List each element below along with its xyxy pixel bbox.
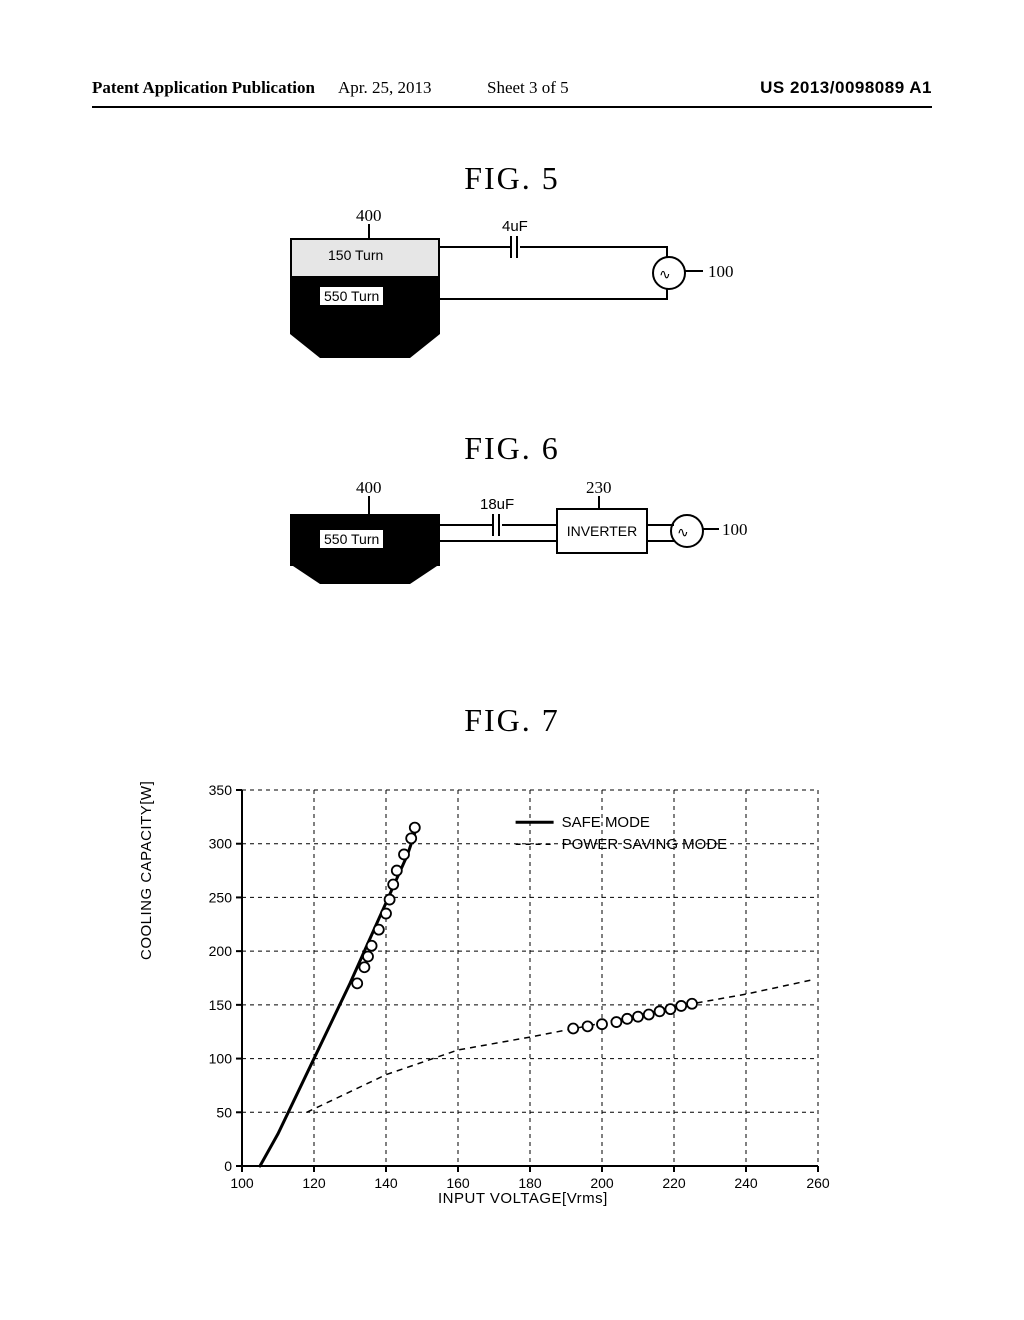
leader-line [368,496,370,516]
figure-7-chart: 100 120 140 160 180 200 220 240 260 0 50 100 150 200 2… [172,780,832,1210]
header-rule [92,106,932,108]
wire [440,246,510,248]
figure-6-title: FIG. 6 [464,430,560,467]
svg-text:220: 220 [662,1175,686,1191]
figure-7-title: FIG. 7 [464,702,560,739]
svg-text:160: 160 [446,1175,470,1191]
svg-text:200: 200 [209,943,233,959]
wire [502,524,556,526]
motor-base [290,334,440,358]
inverter-label: INVERTER [567,523,638,539]
motor-block: 150 Turn 550 Turn [290,238,440,358]
svg-text:150: 150 [209,997,233,1013]
capacitor-value: 4uF [502,218,528,235]
wire [646,540,674,542]
leader-line [703,528,719,530]
coil-550-turn-label: 550 Turn [318,285,385,307]
svg-text:140: 140 [374,1175,398,1191]
svg-text:50: 50 [216,1104,232,1120]
figure-5-title: FIG. 5 [464,160,560,197]
svg-text:SAFE MODE: SAFE MODE [562,814,650,831]
sine-glyph: ∿ [677,524,689,541]
chart-svg: 100 120 140 160 180 200 220 240 260 0 50 100 150 200 2… [172,780,832,1210]
svg-text:260: 260 [806,1175,830,1191]
figure-5-diagram: 400 150 Turn 550 Turn 4uF ∿ 100 [290,218,750,378]
ac-source-icon: ∿ [670,514,704,548]
svg-text:350: 350 [209,782,233,798]
ref-400: 400 [356,478,382,498]
coil-150-turn-label: 150 Turn [324,246,387,264]
sine-glyph: ∿ [659,266,671,283]
wire [440,524,492,526]
capacitor-plate [492,514,494,536]
y-axis-label: COOLING CAPACITY[W] [138,781,155,960]
svg-text:100: 100 [230,1175,254,1191]
ref-100: 100 [722,520,748,540]
page-header: Patent Application Publication Apr. 25, … [0,78,1024,98]
motor-block: 550 Turn [290,514,440,584]
motor-base [290,564,440,584]
coil-550-turn-label: 550 Turn [318,528,385,550]
figure-6-diagram: 400 230 550 Turn 18uF INVERTER ∿ 100 [290,490,770,630]
capacitor-value: 18uF [480,496,514,513]
capacitor-icon [508,236,520,258]
inverter-block: INVERTER [556,508,648,554]
ref-400: 400 [356,206,382,226]
capacitor-plate [516,236,518,258]
svg-text:200: 200 [590,1175,614,1191]
capacitor-plate [498,514,500,536]
svg-text:POWER SAVING MODE: POWER SAVING MODE [562,836,728,853]
svg-text:120: 120 [302,1175,326,1191]
ref-230: 230 [586,478,612,498]
svg-text:180: 180 [518,1175,542,1191]
publication-date: Apr. 25, 2013 [338,78,432,98]
svg-text:250: 250 [209,889,233,905]
wire [440,298,668,300]
svg-text:100: 100 [209,1051,233,1067]
capacitor-plate [510,236,512,258]
sheet-number: Sheet 3 of 5 [487,78,569,98]
svg-text:240: 240 [734,1175,758,1191]
svg-text:0: 0 [224,1158,232,1174]
publication-number: US 2013/0098089 A1 [760,78,932,98]
ac-source-icon: ∿ [652,256,686,290]
leader-line [685,270,703,272]
wire [440,540,558,542]
wire [520,246,668,248]
svg-text:300: 300 [209,836,233,852]
ref-100: 100 [708,262,734,282]
capacitor-icon [490,514,502,536]
publication-type: Patent Application Publication [92,78,315,98]
